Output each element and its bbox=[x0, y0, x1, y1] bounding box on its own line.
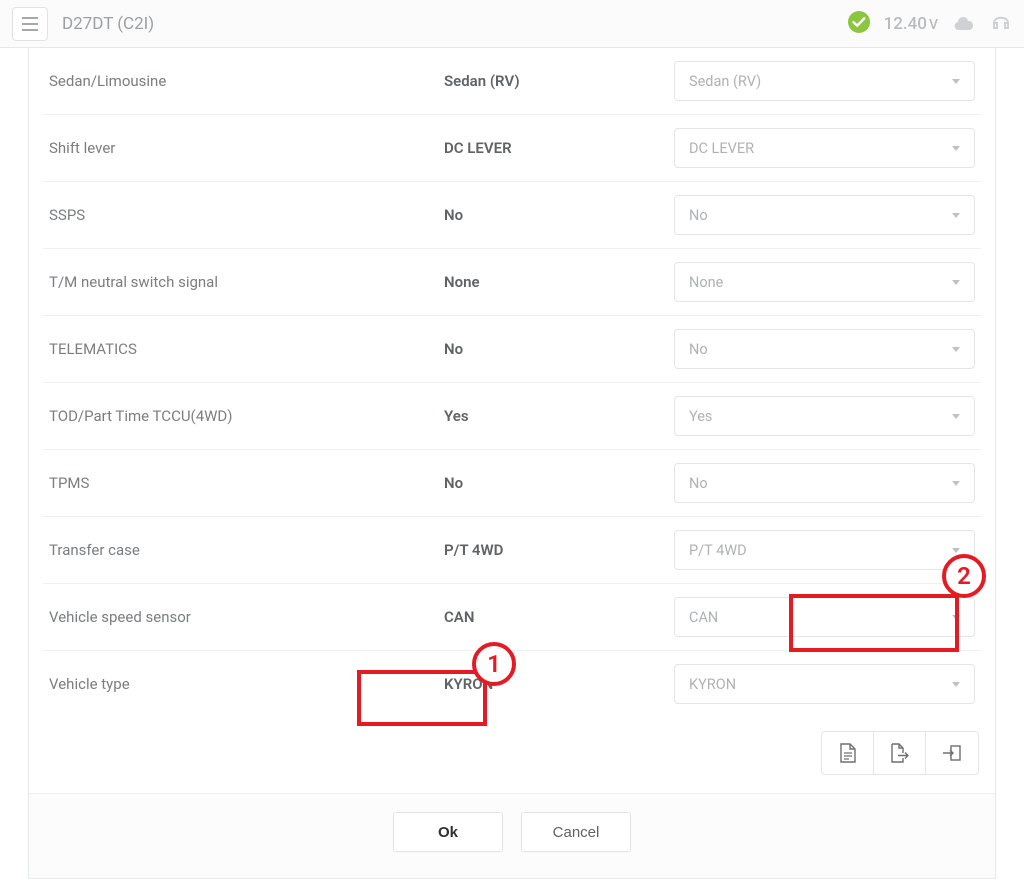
param-row: TOD/Part Time TCCU(4WD)YesYes bbox=[43, 383, 981, 450]
param-label: TOD/Part Time TCCU(4WD) bbox=[49, 407, 444, 425]
param-label: Shift lever bbox=[49, 139, 444, 157]
param-select[interactable]: Sedan (RV) bbox=[674, 61, 975, 101]
chevron-down-icon bbox=[952, 213, 960, 218]
param-label: SSPS bbox=[49, 206, 444, 224]
export-icon bbox=[890, 743, 910, 763]
headset-icon[interactable] bbox=[990, 11, 1012, 37]
param-label: Sedan/Limousine bbox=[49, 72, 444, 90]
param-select[interactable]: No bbox=[674, 195, 975, 235]
param-row: Sedan/LimousineSedan (RV)Sedan (RV) bbox=[43, 48, 981, 115]
cancel-button[interactable]: Cancel bbox=[521, 812, 631, 852]
select-text: Yes bbox=[689, 408, 712, 425]
param-label: Transfer case bbox=[49, 541, 444, 559]
param-row: T/M neutral switch signalNoneNone bbox=[43, 249, 981, 316]
param-value: Sedan (RV) bbox=[444, 72, 674, 90]
param-value: No bbox=[444, 340, 674, 358]
chevron-down-icon bbox=[952, 347, 960, 352]
document-icon bbox=[840, 743, 856, 763]
param-row: TPMSNoNo bbox=[43, 450, 981, 517]
chevron-down-icon bbox=[952, 615, 960, 620]
param-select[interactable]: None bbox=[674, 262, 975, 302]
param-value: No bbox=[444, 206, 674, 224]
chevron-down-icon bbox=[952, 280, 960, 285]
param-row: Shift leverDC LEVERDC LEVER bbox=[43, 115, 981, 182]
param-label: TELEMATICS bbox=[49, 340, 444, 358]
param-value: No bbox=[444, 474, 674, 492]
menu-button[interactable] bbox=[12, 7, 48, 41]
select-text: None bbox=[689, 274, 723, 291]
param-select[interactable]: Yes bbox=[674, 396, 975, 436]
select-text: DC LEVER bbox=[689, 140, 754, 157]
param-value: None bbox=[444, 273, 674, 291]
cloud-icon[interactable] bbox=[952, 13, 976, 35]
param-value: Yes bbox=[444, 407, 674, 425]
select-text: No bbox=[689, 341, 708, 358]
page-title: D27DT (C2I) bbox=[62, 14, 154, 34]
chevron-down-icon bbox=[952, 146, 960, 151]
chevron-down-icon bbox=[952, 79, 960, 84]
param-label: TPMS bbox=[49, 474, 444, 492]
ok-button[interactable]: Ok bbox=[393, 812, 503, 852]
chevron-down-icon bbox=[952, 548, 960, 553]
param-value: DC LEVER bbox=[444, 139, 674, 157]
param-label: T/M neutral switch signal bbox=[49, 273, 444, 291]
chevron-down-icon bbox=[952, 481, 960, 486]
param-label: Vehicle type bbox=[49, 675, 444, 693]
select-text: KYRON bbox=[689, 676, 736, 693]
parameters-panel: Sedan/LimousineSedan (RV)Sedan (RV)Shift… bbox=[28, 48, 996, 879]
hamburger-icon bbox=[22, 17, 38, 31]
export-toolbar bbox=[821, 731, 979, 775]
chevron-down-icon bbox=[952, 682, 960, 687]
select-text: No bbox=[689, 475, 708, 492]
footer: Ok Cancel bbox=[29, 793, 995, 878]
param-value: KYRON bbox=[444, 675, 674, 693]
param-row: TELEMATICSNoNo bbox=[43, 316, 981, 383]
voltage-readout: 12.40V bbox=[884, 14, 938, 34]
param-row: Vehicle typeKYRONKYRON bbox=[43, 651, 981, 717]
param-select[interactable]: No bbox=[674, 463, 975, 503]
param-label: Vehicle speed sensor bbox=[49, 608, 444, 626]
select-text: P/T 4WD bbox=[689, 542, 747, 559]
chevron-down-icon bbox=[952, 414, 960, 419]
param-value: P/T 4WD bbox=[444, 541, 674, 559]
param-select[interactable]: No bbox=[674, 329, 975, 369]
status-ok-icon bbox=[848, 11, 870, 37]
param-row: SSPSNoNo bbox=[43, 182, 981, 249]
param-row: Transfer caseP/T 4WDP/T 4WD bbox=[43, 517, 981, 584]
select-text: CAN bbox=[689, 609, 718, 626]
param-row: Vehicle speed sensorCANCAN bbox=[43, 584, 981, 651]
select-text: No bbox=[689, 207, 708, 224]
param-select[interactable]: CAN bbox=[674, 597, 975, 637]
select-text: Sedan (RV) bbox=[689, 73, 761, 90]
param-value: CAN bbox=[444, 608, 674, 626]
param-select[interactable]: P/T 4WD bbox=[674, 530, 975, 570]
import-icon bbox=[942, 743, 962, 763]
param-select[interactable]: DC LEVER bbox=[674, 128, 975, 168]
topbar: D27DT (C2I) 12.40V bbox=[0, 0, 1024, 48]
param-select[interactable]: KYRON bbox=[674, 664, 975, 704]
